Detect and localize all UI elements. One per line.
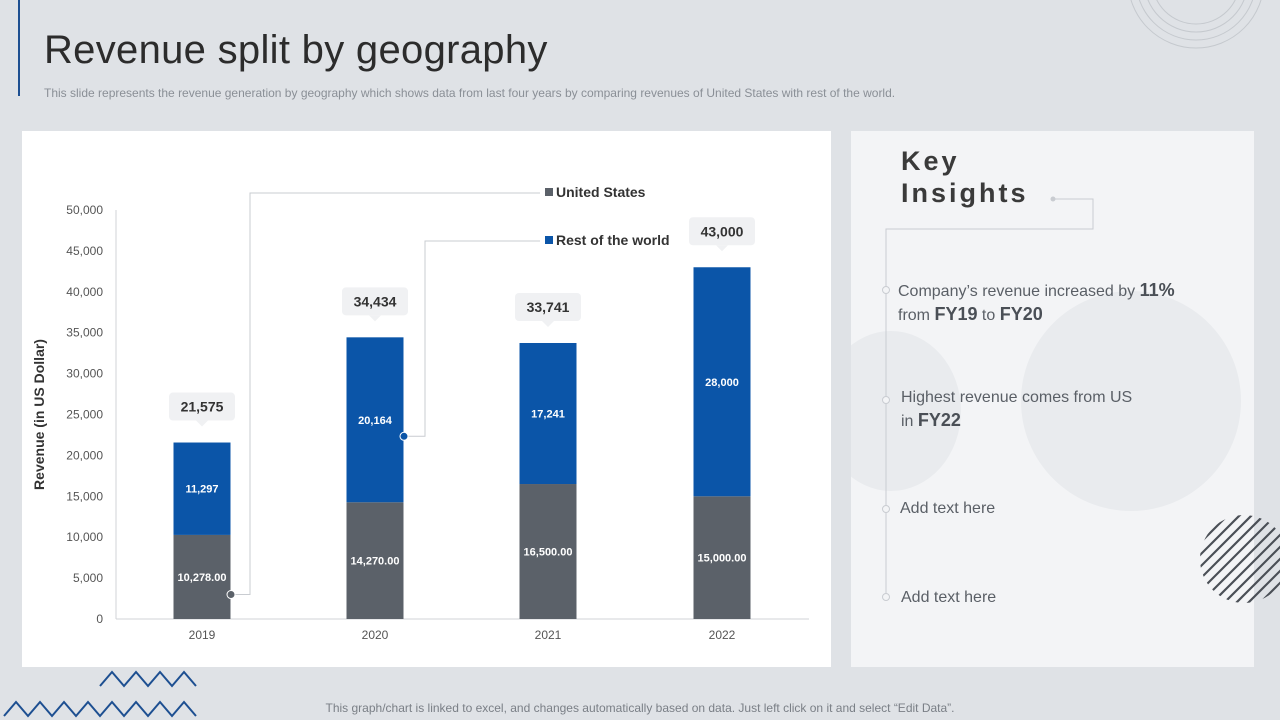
timeline-dot <box>1050 196 1056 202</box>
insight-item-1: Company’s revenue increased by 11% from … <box>898 280 1175 324</box>
y-tick-label: 30,000 <box>66 367 103 381</box>
legend-anchor-dot <box>399 431 409 441</box>
background-photo-shape <box>851 331 961 491</box>
bar-rest-of-world <box>346 337 404 503</box>
decorative-circles <box>1130 0 1262 49</box>
revenue-chart: 0 5,000 10,000 15,000 20,000 25,000 30,000 35,0… <box>31 184 809 642</box>
total-callout-box <box>689 217 755 246</box>
x-tick-label: 2022 <box>709 628 736 642</box>
page-title: Revenue split by geography <box>44 28 548 72</box>
legend-label-united-states: United States <box>556 184 646 200</box>
y-tick-label: 5,000 <box>73 571 103 585</box>
legend-label-rest-of-world: Rest of the world <box>556 232 670 248</box>
chart-card: 0 5,000 10,000 15,000 20,000 25,000 30,000 35,0… <box>22 131 831 667</box>
timeline-dot <box>882 286 890 294</box>
total-callout-pointer <box>369 315 381 322</box>
decorative-hatched-circle <box>1200 515 1280 603</box>
bar-rest-of-world <box>519 342 577 485</box>
legend-anchor-dot <box>226 590 236 600</box>
bar-united-states <box>693 496 751 619</box>
legend-swatch-rest-of-world <box>545 236 553 244</box>
y-tick-label: 0 <box>96 612 103 626</box>
page-subtitle: This slide represents the revenue genera… <box>44 86 896 100</box>
total-label: 21,575 <box>181 399 224 415</box>
background-photo-shape <box>1021 291 1241 511</box>
data-label-united-states: 15,000.00 <box>698 553 747 565</box>
y-tick-label: 40,000 <box>66 285 103 299</box>
timeline-dot <box>882 505 890 513</box>
total-callout-pointer <box>196 420 208 427</box>
key-insights-card: Key Insights Company’s revenue increased… <box>851 131 1254 667</box>
legend-leader-line <box>231 192 540 596</box>
total-label: 34,434 <box>354 293 397 309</box>
legend-leader-line <box>404 240 540 437</box>
y-tick-label: 15,000 <box>66 489 103 503</box>
x-tick-label: 2021 <box>535 628 562 642</box>
data-label-rest-of-world: 28,000 <box>705 377 739 389</box>
data-label-united-states: 10,278.00 <box>178 572 227 584</box>
bar-united-states <box>173 534 231 619</box>
y-tick-label: 20,000 <box>66 448 103 462</box>
timeline-dot <box>882 593 890 601</box>
legend-swatch-united-states <box>545 188 553 196</box>
footer-note: This graph/chart is linked to excel, and… <box>325 701 955 715</box>
y-axis-title: Revenue (in US Dollar) <box>31 339 47 490</box>
total-callout-pointer <box>542 320 554 327</box>
y-tick-label: 25,000 <box>66 408 103 422</box>
total-label: 43,000 <box>701 223 744 239</box>
data-label-rest-of-world: 20,164 <box>358 415 393 427</box>
y-tick-label: 35,000 <box>66 326 103 340</box>
data-label-united-states: 16,500.00 <box>524 547 573 559</box>
insight-item-3: Add text here <box>900 500 996 517</box>
total-callout-box <box>169 392 235 421</box>
insights-timeline <box>882 196 1094 601</box>
total-callout-pointer <box>716 245 728 252</box>
bar-rest-of-world <box>173 442 231 535</box>
bar-united-states <box>519 484 577 619</box>
total-callout-box <box>342 287 408 316</box>
bar-rest-of-world <box>693 267 751 497</box>
data-label-united-states: 14,270.00 <box>351 556 400 568</box>
total-label: 33,741 <box>527 299 570 315</box>
total-callout-box <box>515 292 581 321</box>
y-tick-label: 50,000 <box>66 203 103 217</box>
insight-item-4: Add text here <box>901 589 997 606</box>
key-insights-title: Key Insights <box>901 146 1029 208</box>
x-tick-label: 2020 <box>362 628 389 642</box>
insight-item-2: Highest revenue comes from US in FY22 <box>901 389 1133 430</box>
timeline-dot <box>882 396 890 404</box>
y-tick-label: 45,000 <box>66 244 103 258</box>
bar-united-states <box>346 502 404 619</box>
data-label-rest-of-world: 17,241 <box>531 409 565 421</box>
decorative-zigzag <box>3 670 197 718</box>
data-label-rest-of-world: 11,297 <box>185 484 218 496</box>
title-accent-bar <box>18 0 20 96</box>
y-tick-label: 10,000 <box>66 530 103 544</box>
x-tick-label: 2019 <box>189 628 216 642</box>
